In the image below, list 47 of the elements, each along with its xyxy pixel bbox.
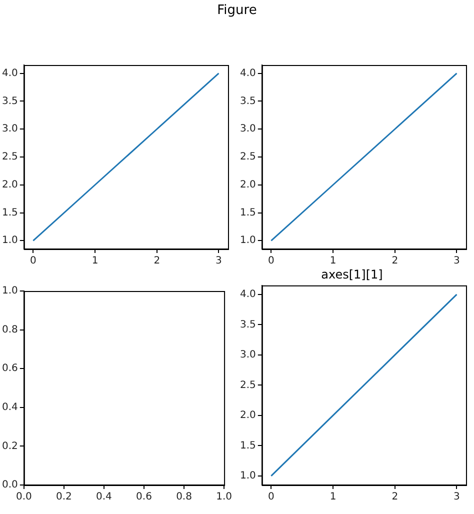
x-tick-label: 0.8 xyxy=(176,492,192,503)
x-tick-label: 3 xyxy=(454,256,460,267)
y-tick-label: 2.0 xyxy=(240,410,256,422)
y-tick-label: 2.5 xyxy=(240,152,256,163)
x-tick-label: 0 xyxy=(268,492,274,503)
y-tick-label: 0.8 xyxy=(2,324,18,336)
y-tick-label: 1.0 xyxy=(240,235,256,246)
y-tick-label: 2.0 xyxy=(240,179,256,190)
y-tick-label: 1.5 xyxy=(240,440,256,452)
y-tick-label: 3.0 xyxy=(2,124,18,135)
x-tick-label: 2 xyxy=(392,256,398,267)
x-tick-label: 3 xyxy=(216,256,222,267)
x-tick-label: 1 xyxy=(330,256,336,267)
y-tick-label: 3.0 xyxy=(240,124,256,135)
y-tick-label: 1.0 xyxy=(2,235,18,246)
y-tick-label: 3.5 xyxy=(2,96,18,107)
y-tick-label: 2.0 xyxy=(2,179,18,190)
y-tick-label: 1.0 xyxy=(2,286,18,297)
y-tick-label: 1.0 xyxy=(240,470,256,482)
y-tick-label: 0.4 xyxy=(2,402,18,413)
y-tick-label: 0.2 xyxy=(2,440,18,452)
x-tick-label: 3 xyxy=(454,492,460,503)
x-tick-label: 1 xyxy=(330,492,336,503)
x-tick-label: 0 xyxy=(268,256,274,267)
y-tick-label: 4.0 xyxy=(240,289,256,300)
x-tick-label: 0.0 xyxy=(16,492,32,503)
chart-title: axes[1][1] xyxy=(321,267,383,282)
y-tick-label: 0.0 xyxy=(2,480,18,491)
y-tick-label: 4.0 xyxy=(2,68,18,79)
y-tick-label: 2.5 xyxy=(240,380,256,391)
x-tick-label: 0 xyxy=(30,256,36,267)
y-tick-label: 0.6 xyxy=(2,363,18,374)
y-tick-label: 3.0 xyxy=(240,350,256,361)
y-tick-label: 2.5 xyxy=(2,152,18,163)
x-tick-label: 0.2 xyxy=(56,492,72,503)
chart-title: Figure xyxy=(216,3,258,18)
x-tick-label: 2 xyxy=(392,492,398,503)
x-tick-label: 0.4 xyxy=(96,492,112,503)
x-tick-label: 1.0 xyxy=(216,492,232,503)
y-tick-label: 3.5 xyxy=(240,319,256,330)
x-tick-label: 2 xyxy=(154,256,160,267)
y-tick-label: 4.0 xyxy=(240,68,256,79)
x-tick-label: 0.6 xyxy=(136,492,152,503)
y-tick-label: 3.5 xyxy=(240,96,256,107)
y-tick-label: 1.5 xyxy=(240,207,256,218)
y-tick-label: 1.5 xyxy=(2,207,18,218)
x-tick-label: 1 xyxy=(92,256,98,267)
